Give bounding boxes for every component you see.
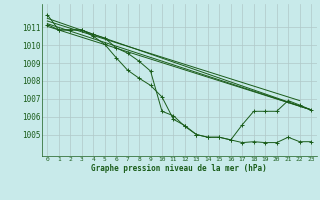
X-axis label: Graphe pression niveau de la mer (hPa): Graphe pression niveau de la mer (hPa) [91, 164, 267, 173]
